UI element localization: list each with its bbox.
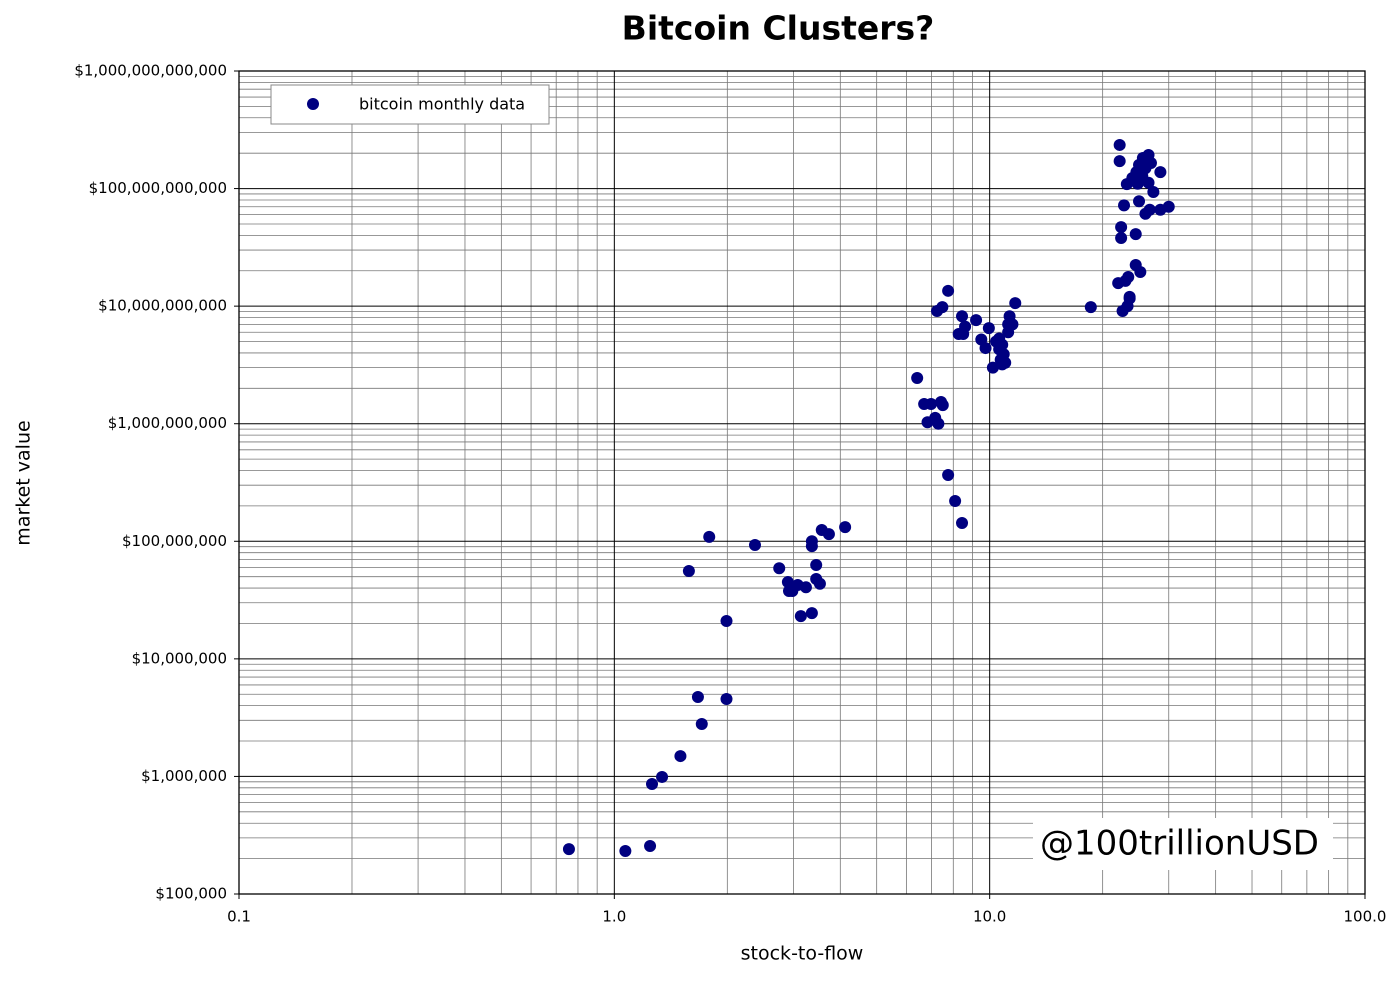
data-point xyxy=(646,777,659,790)
data-point xyxy=(1133,195,1146,208)
watermark-background xyxy=(1033,818,1333,870)
data-point xyxy=(1113,138,1126,151)
data-point xyxy=(794,610,807,623)
data-point xyxy=(1134,266,1147,279)
plot-marks xyxy=(562,138,1175,858)
data-point xyxy=(562,843,575,856)
data-point xyxy=(949,495,962,508)
data-point xyxy=(1113,155,1126,168)
data-point xyxy=(1162,200,1175,213)
data-point xyxy=(720,614,733,627)
legend-marker xyxy=(307,98,319,110)
data-point xyxy=(1123,290,1136,303)
data-point xyxy=(781,576,794,589)
data-point xyxy=(925,398,938,411)
x-tick-label: 0.1 xyxy=(227,908,251,926)
y-tick-label: $10,000,000 xyxy=(132,649,227,667)
data-point xyxy=(619,845,632,858)
y-tick-label: $100,000 xyxy=(155,885,227,903)
data-point xyxy=(805,540,818,553)
watermark: @100trillionUSD xyxy=(1033,818,1333,870)
data-point xyxy=(839,521,852,534)
data-point xyxy=(748,538,761,551)
data-point xyxy=(1115,231,1128,244)
data-point xyxy=(822,528,835,541)
data-point xyxy=(957,327,970,340)
grid xyxy=(234,70,1366,899)
plot-frame xyxy=(238,70,1366,895)
y-tick-label: $100,000,000 xyxy=(122,532,227,550)
data-point xyxy=(703,530,716,543)
data-point xyxy=(1122,270,1135,283)
data-point xyxy=(1143,203,1156,216)
data-point xyxy=(979,342,992,355)
data-point xyxy=(1006,318,1019,331)
data-point xyxy=(936,301,949,314)
data-point xyxy=(936,399,949,412)
data-point xyxy=(970,314,983,327)
data-point xyxy=(942,284,955,297)
y-tick-label: $1,000,000 xyxy=(141,767,227,785)
chart-title: Bitcoin Clusters? xyxy=(622,9,935,48)
y-tick-label: $1,000,000,000 xyxy=(108,414,227,432)
data-point xyxy=(773,562,786,575)
data-point xyxy=(1009,297,1022,310)
data-point xyxy=(644,840,657,853)
data-point xyxy=(986,361,999,374)
data-point xyxy=(813,577,826,590)
data-point xyxy=(805,607,818,620)
data-point xyxy=(911,371,924,384)
data-point xyxy=(1154,166,1167,179)
data-point xyxy=(1084,301,1097,314)
data-point xyxy=(810,559,823,572)
y-tick-label: $10,000,000,000 xyxy=(98,297,227,315)
data-point xyxy=(1136,169,1149,182)
data-point xyxy=(1129,228,1142,241)
x-tick-label: 10.0 xyxy=(973,908,1006,926)
data-point xyxy=(932,417,945,430)
x-tick-label: 100.0 xyxy=(1344,908,1387,926)
data-point xyxy=(1115,221,1128,234)
data-point xyxy=(942,469,955,482)
x-axis-label: stock-to-flow xyxy=(741,943,864,965)
legend: bitcoin monthly data xyxy=(270,84,550,125)
data-point xyxy=(1147,186,1160,199)
y-tick-label: $1,000,000,000,000 xyxy=(74,62,227,80)
legend-label: bitcoin monthly data xyxy=(359,95,525,114)
data-point xyxy=(1118,199,1131,212)
data-point xyxy=(656,770,669,783)
data-point xyxy=(682,564,695,577)
y-tick-label: $100,000,000,000 xyxy=(89,179,227,197)
data-point xyxy=(799,581,812,594)
data-point xyxy=(996,338,1009,351)
data-point xyxy=(999,356,1012,369)
y-axis-label: market value xyxy=(13,420,35,545)
data-point xyxy=(720,692,733,705)
data-point xyxy=(956,517,969,530)
data-point xyxy=(674,750,687,763)
data-point xyxy=(956,310,969,323)
x-tick-label: 1.0 xyxy=(602,908,626,926)
data-point xyxy=(982,322,995,335)
watermark-text: @100trillionUSD xyxy=(1040,824,1319,864)
data-point xyxy=(695,718,708,731)
data-point xyxy=(691,690,704,703)
